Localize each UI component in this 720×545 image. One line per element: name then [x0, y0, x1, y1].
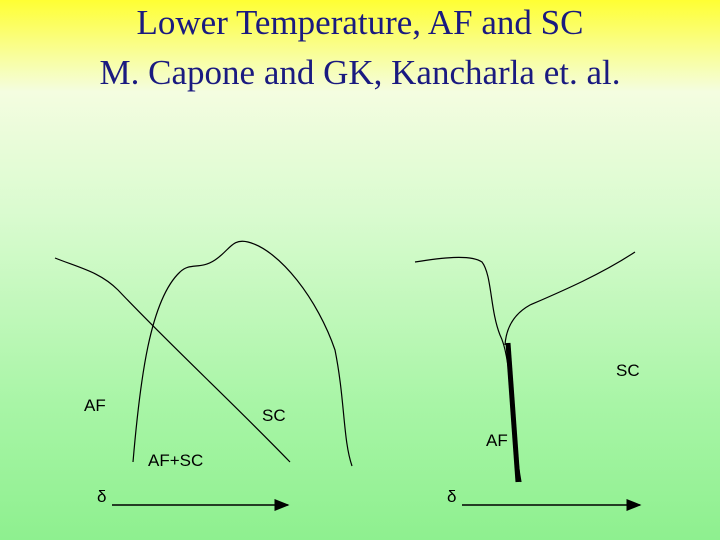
phase-line	[505, 342, 521, 483]
axis-label: δ	[447, 487, 456, 506]
title-line: Lower Temperature, AF and SC	[137, 3, 584, 42]
phase-label: AF	[84, 396, 106, 415]
af-boundary	[54, 257, 291, 463]
phase-label: AF+SC	[148, 451, 203, 470]
phase-label: SC	[262, 406, 286, 425]
sc-dome	[132, 240, 353, 467]
phase-label: AF	[486, 431, 508, 450]
phase-label: SC	[616, 361, 640, 380]
sc-boundary	[504, 251, 636, 346]
axis-label: δ	[97, 487, 106, 506]
title-line: M. Capone and GK, Kancharla et. al.	[100, 53, 621, 92]
